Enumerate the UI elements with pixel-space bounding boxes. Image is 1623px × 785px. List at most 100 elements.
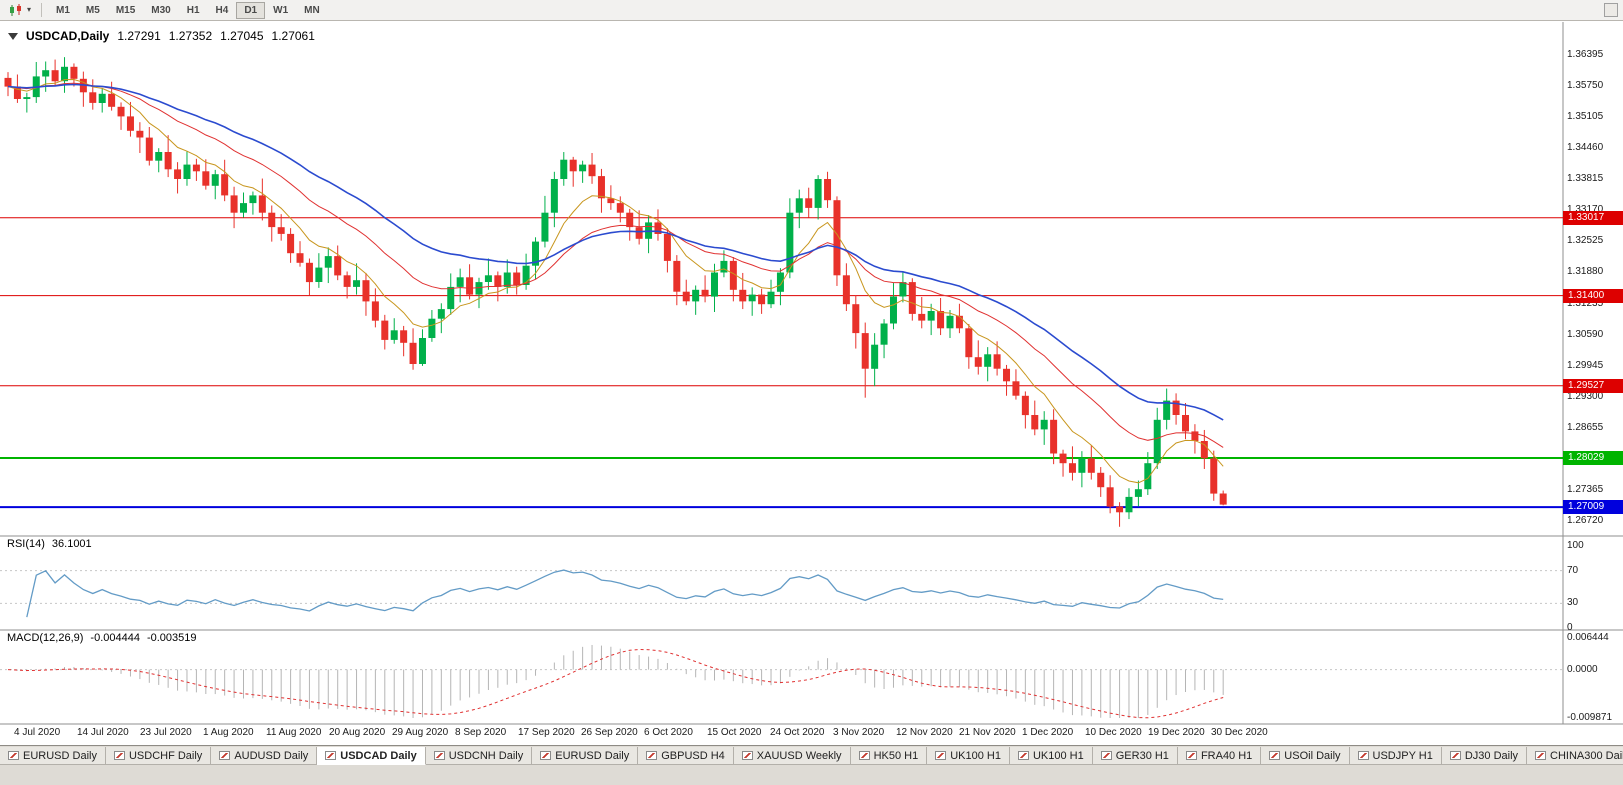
- toolbar-right-button[interactable]: [1604, 3, 1618, 17]
- chart-icon: [113, 751, 125, 760]
- time-axis-label: 17 Sep 2020: [518, 727, 575, 738]
- rsi-indicator-label: RSI(14) 36.1001: [7, 538, 92, 550]
- time-axis-label: 10 Dec 2020: [1085, 727, 1142, 738]
- open-value: 1.27291: [117, 29, 161, 43]
- chart-type-button[interactable]: ▾: [5, 2, 35, 19]
- chart-tab-15-dj30-daily[interactable]: DJ30 Daily: [1441, 747, 1528, 765]
- time-axis-label: 15 Oct 2020: [707, 727, 762, 738]
- top-toolbar: ▾ M1 M5 M15 M30 H1 H4 D1 W1 MN: [0, 0, 1623, 21]
- chart-icon: [433, 751, 445, 760]
- timeframe-button-mn[interactable]: MN: [304, 4, 320, 16]
- low-value: 1.27045: [220, 29, 264, 43]
- chart-icon: [540, 751, 552, 760]
- rsi-axis-label: 70: [1567, 564, 1579, 576]
- hline-price-tag: 1.29527: [1563, 378, 1623, 393]
- timeframe-button-m1[interactable]: M1: [56, 4, 70, 16]
- hline-price-tag: 1.28029: [1563, 450, 1623, 465]
- price-axis-label: 1.27365: [1567, 483, 1604, 495]
- tab-label: EURUSD Daily: [23, 749, 97, 762]
- chart-icon: [8, 751, 19, 760]
- chart-tab-9-uk100-h1[interactable]: UK100 H1: [927, 747, 1010, 765]
- tab-label: UK100 H1: [950, 749, 1001, 762]
- chart-icon: [1017, 751, 1029, 760]
- time-axis-label: 26 Sep 2020: [581, 727, 638, 738]
- price-axis-label: 1.32525: [1567, 235, 1604, 247]
- chart-tab-6-gbpusd-h4[interactable]: GBPUSD H4: [638, 747, 734, 765]
- chart-tab-10-uk100-h1[interactable]: UK100 H1: [1009, 747, 1093, 765]
- symbol-timeframe-label: USDCAD,Daily: [26, 29, 110, 43]
- chart-icon: [1100, 751, 1112, 760]
- tab-label: UK100 H1: [1032, 749, 1084, 762]
- macd-axis-label: 0.0000: [1567, 663, 1598, 675]
- candlestick-chart-icon: [10, 3, 21, 16]
- chart-icon: [1535, 751, 1547, 760]
- timeframe-button-w1[interactable]: W1: [273, 4, 289, 16]
- time-axis-label: 12 Nov 2020: [896, 727, 953, 738]
- chart-tab-2-audusd-daily[interactable]: AUDUSD Daily: [211, 747, 318, 765]
- price-axis-label: 1.29945: [1567, 359, 1604, 371]
- chart-tab-14-usdjpy-h1[interactable]: USDJPY H1: [1349, 747, 1442, 765]
- timeframe-button-h1[interactable]: H1: [186, 4, 200, 16]
- chart-icon: [1449, 751, 1461, 760]
- price-axis-label: 1.28655: [1567, 421, 1604, 433]
- price-axis-label: 1.30590: [1567, 328, 1604, 340]
- chart-icon: [1185, 751, 1197, 760]
- tab-label: EURUSD Daily: [555, 749, 630, 762]
- chart-icon: [1269, 751, 1281, 760]
- chart-tab-4-usdcnh-daily[interactable]: USDCNH Daily: [425, 747, 533, 765]
- timeframe-button-group: M1 M5 M15 M30 H1 H4 D1 W1 MN: [48, 1, 328, 19]
- price-axis-label: 1.31235: [1567, 297, 1604, 309]
- rsi-name: RSI(14): [7, 538, 45, 550]
- tab-label: XAUUSD Weekly: [756, 749, 842, 762]
- time-axis-label: 21 Nov 2020: [959, 727, 1016, 738]
- time-axis-label: 14 Jul 2020: [77, 727, 129, 738]
- chart-tab-5-eurusd-daily[interactable]: EURUSD Daily: [532, 747, 639, 765]
- macd-axis-label: -0.009871: [1567, 712, 1613, 723]
- chart-icon: [646, 751, 658, 760]
- tab-label: DJ30 Daily: [1464, 749, 1519, 762]
- one-click-trading-arrow-icon[interactable]: [8, 32, 18, 40]
- time-axis-label: 4 Jul 2020: [14, 727, 61, 738]
- chart-tab-12-fra40-h1[interactable]: FRA40 H1: [1177, 747, 1262, 765]
- chart-tab-1-usdchf-daily[interactable]: USDCHF Daily: [105, 747, 212, 765]
- chart-tab-8-hk50-h1[interactable]: HK50 H1: [850, 747, 928, 765]
- time-axis-label: 8 Sep 2020: [455, 727, 507, 738]
- tab-label: AUDUSD Daily: [234, 749, 309, 762]
- timeframe-button-m5[interactable]: M5: [85, 4, 100, 16]
- time-axis-label: 23 Jul 2020: [140, 727, 192, 738]
- chart-tab-7-xauusd-weekly[interactable]: XAUUSD Weekly: [733, 747, 851, 765]
- tab-label: USDCNH Daily: [448, 749, 524, 762]
- timeframe-button-m30[interactable]: M30: [151, 4, 171, 16]
- timeframe-button-h4[interactable]: H4: [215, 4, 229, 16]
- chart-icon: [1357, 751, 1369, 760]
- chart-icon: [741, 751, 753, 760]
- chart-tab-16-china300-daily[interactable]: CHINA300 Daily: [1527, 747, 1623, 765]
- chart-tab-0-eurusd-daily[interactable]: EURUSD Daily: [0, 747, 106, 765]
- tab-label: GBPUSD H4: [661, 749, 725, 762]
- time-axis-label: 19 Dec 2020: [1148, 727, 1205, 738]
- time-axis-label: 29 Aug 2020: [392, 727, 449, 738]
- macd-indicator-label: MACD(12,26,9) -0.004444 -0.003519: [7, 632, 197, 644]
- timeframe-button-d1[interactable]: D1: [236, 1, 266, 19]
- chart-icon: [219, 751, 231, 760]
- high-value: 1.27352: [168, 29, 213, 43]
- timeframe-button-m15[interactable]: M15: [115, 4, 136, 16]
- toolbar-separator: [41, 3, 43, 17]
- macd-name: MACD(12,26,9): [7, 632, 84, 644]
- chart-tab-3-usdcad-daily[interactable]: USDCAD Daily: [317, 747, 426, 765]
- rsi-axis-label: 0: [1567, 622, 1573, 633]
- tab-label: HK50 H1: [873, 749, 919, 762]
- tab-label: USDJPY H1: [1372, 749, 1433, 762]
- price-axis-label: 1.34460: [1567, 142, 1604, 154]
- chart-icon: [935, 751, 947, 760]
- tab-label: USOil Daily: [1284, 749, 1341, 762]
- tab-label: FRA40 H1: [1200, 749, 1253, 762]
- macd-signal-value: -0.003519: [146, 632, 197, 644]
- time-axis-label: 30 Dec 2020: [1211, 727, 1268, 738]
- chart-tab-11-ger30-h1[interactable]: GER30 H1: [1092, 747, 1178, 765]
- time-axis-label: 24 Oct 2020: [770, 727, 825, 738]
- chart-tab-13-usoil-daily[interactable]: USOil Daily: [1261, 747, 1350, 765]
- tab-label: CHINA300 Daily: [1550, 749, 1623, 762]
- price-axis-label: 1.26720: [1567, 514, 1604, 526]
